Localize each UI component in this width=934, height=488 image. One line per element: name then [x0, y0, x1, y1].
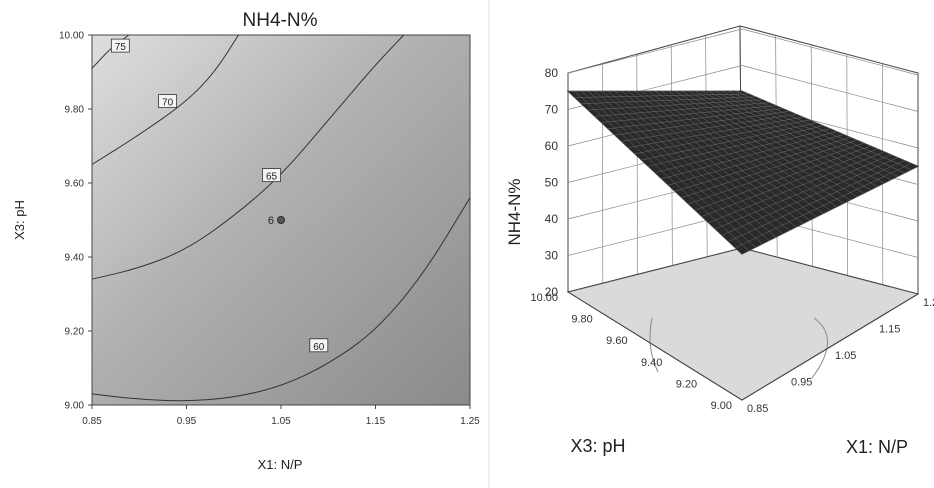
surface-y-tick-label: 10.00: [530, 292, 558, 304]
surface-mesh-line: [735, 90, 912, 170]
surface-mesh-line: [681, 90, 858, 197]
contour-label: 60: [313, 342, 325, 353]
surface-z-tick-label: 50: [545, 176, 559, 190]
surface-mesh-line: [715, 90, 892, 180]
surface-mesh-line: [594, 102, 770, 117]
response-surface: [566, 90, 920, 255]
contour-label-box: [262, 168, 281, 183]
contour-label-box: [158, 94, 178, 108]
surface-mesh-line: [708, 90, 885, 184]
contour-label: 70: [162, 98, 174, 109]
surface-mesh-line: [634, 119, 810, 155]
contour-label-box: [110, 38, 130, 53]
contour-y-tick-label: 9.80: [65, 105, 85, 116]
surface-mesh-line: [574, 93, 749, 98]
contour-title: NH4-N%: [243, 10, 318, 31]
contour-x-tick-label: 0.95: [177, 416, 197, 427]
surface-mesh-line: [601, 105, 776, 123]
surface-mesh-line: [695, 90, 871, 191]
surface-y-tick-label: 9.40: [641, 357, 662, 369]
surface-x-axis-label: X1: N/P: [846, 437, 908, 457]
surface-z-tick-label: 80: [545, 66, 559, 80]
contour-y-ticks: 9.00 9.20 9.40 9.60 9.80 10.00: [59, 31, 92, 412]
contour-plot: NH4-N% 75 70 65 60 6 0.85 0.95 1.05 1.15 1.25 9.…: [12, 10, 480, 472]
surface-mesh-line: [728, 90, 905, 174]
contour-lines: 75 70 65 60 6: [91, 34, 471, 402]
surface-mesh-line: [721, 90, 898, 177]
contour-x-tick-label: 0.85: [82, 416, 102, 427]
surface-mesh-line: [588, 99, 763, 111]
contour-y-tick-label: 9.20: [65, 327, 85, 338]
surface-mesh-line: [661, 90, 837, 207]
surface-z-tick-label: 20: [545, 285, 559, 299]
surface-x-tick-label: 0.95: [791, 377, 812, 389]
contour-y-tick-label: 10.00: [59, 31, 84, 42]
surface-mesh-line: [654, 128, 831, 173]
floor-contour-line: [649, 317, 659, 373]
contour-line: [91, 34, 239, 165]
surface-z-tick-label: 40: [545, 212, 559, 226]
floor-contour-line: [811, 317, 828, 379]
contour-y-axis-label: X3: pH: [12, 200, 27, 240]
surface-mesh-line: [668, 90, 844, 204]
surface-mesh-line: [648, 125, 824, 167]
contour-x-tick-label: 1.25: [460, 416, 480, 427]
design-point: [276, 215, 285, 224]
wall-grid-line: [567, 28, 743, 74]
contour-x-tick-label: 1.15: [366, 416, 386, 427]
surface-x-tick-label: 1.05: [835, 350, 856, 362]
surface-y-tick-label: 9.20: [676, 378, 697, 390]
surface-y-tick-label: 9.60: [606, 335, 627, 347]
contour-line: [91, 34, 405, 280]
surface-plot: 20 30 40 50 60 70 80 9.00 9.20 9.40 9.60 9.80 10.00…: [505, 25, 934, 457]
surface-x-tick-label: 0.85: [747, 403, 768, 415]
surface-z-tick-label: 60: [545, 139, 559, 153]
surface-z-tick-label: 70: [545, 103, 559, 117]
contour-line: [91, 197, 471, 402]
floor-contours: [649, 317, 828, 379]
surface-y-axis-label: X3: pH: [570, 436, 625, 456]
contour-y-tick-label: 9.00: [65, 401, 85, 412]
surface-x-tick-label: 1.2: [923, 297, 934, 309]
surface-x-ticks: 0.85 0.95 1.05 1.15 1.2: [747, 297, 934, 415]
surface-y-tick-label: 9.00: [711, 400, 732, 412]
contour-label-box: [309, 338, 329, 353]
floor-front-axes: [567, 291, 919, 401]
surface-mesh-line: [614, 111, 790, 136]
contour-y-tick-label: 9.40: [65, 253, 85, 264]
surface-mesh-line: [608, 108, 783, 130]
surface-y-tick-label: 9.80: [571, 314, 592, 326]
wall-grid-line: [741, 65, 919, 112]
design-point-label: 6: [268, 215, 274, 227]
surface-mesh-line: [628, 116, 803, 148]
surface-y-ticks: 9.00 9.20 9.40 9.60 9.80 10.00: [530, 292, 732, 412]
surface-mesh-line: [621, 113, 797, 142]
surface-z-ticks: 20 30 40 50 60 70 80: [545, 66, 559, 299]
surface-z-tick-label: 30: [545, 249, 559, 263]
surface-mesh-line: [688, 90, 864, 194]
surface-mesh-line: [641, 122, 817, 161]
contour-x-ticks: 0.85 0.95 1.05 1.15 1.25: [82, 405, 480, 427]
surface-mesh-line: [674, 90, 851, 201]
surface-mesh-line: [741, 90, 919, 167]
contour-y-tick-label: 9.60: [65, 179, 85, 190]
contour-x-axis-label: X1: N/P: [258, 457, 303, 472]
contour-x-tick-label: 1.05: [271, 416, 291, 427]
wall-grid-line: [741, 28, 919, 76]
surface-x-tick-label: 1.15: [879, 324, 900, 336]
surface-z-axis-label: NH4-N%: [505, 178, 524, 245]
contour-label: 75: [115, 42, 127, 53]
contour-label: 65: [266, 172, 278, 183]
surface-mesh-line: [701, 90, 878, 187]
surface-mesh-line: [581, 96, 756, 105]
